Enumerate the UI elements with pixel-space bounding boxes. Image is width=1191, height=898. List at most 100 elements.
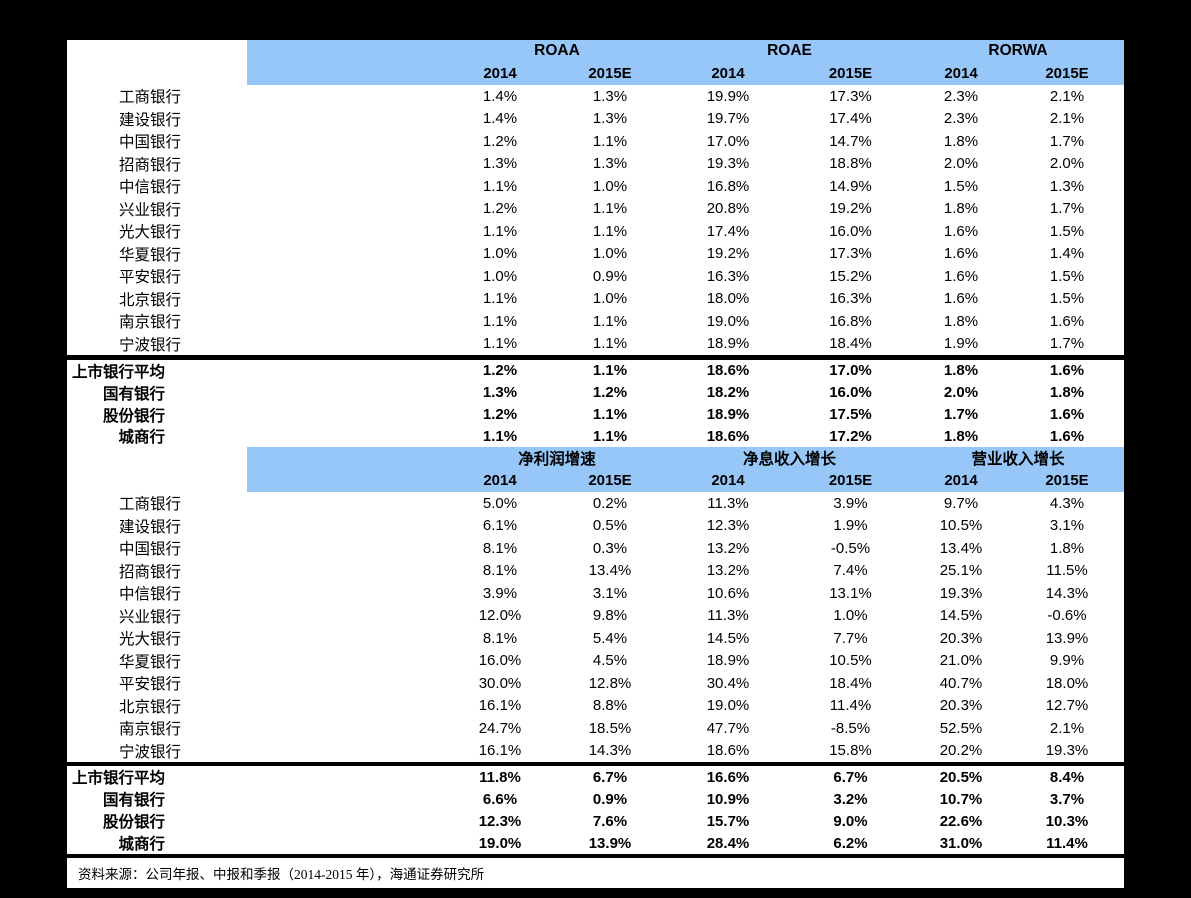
table-row: 平安银行 1.0% 0.9% 16.3% 15.2% 1.6% 1.5%: [67, 265, 1124, 288]
value-cell: 1.3%: [482, 155, 518, 173]
value-cell: 12.8%: [588, 674, 632, 692]
value-cell: 1.1%: [592, 405, 628, 423]
value-cell: 10.5%: [829, 652, 872, 670]
value-cell: 1.0%: [592, 245, 628, 263]
value-cell: 19.7%: [706, 110, 750, 128]
value-cell: 1.4%: [1049, 245, 1085, 263]
spacer-cell: [247, 672, 447, 695]
value-cell: 31.0%: [939, 834, 983, 852]
bank-rows-profitability: 工商银行 1.4% 1.3% 19.9% 17.3% 2.3% 2.1% 建设银行 1.4% 1.…: [67, 85, 1124, 355]
value-cell: 16.0%: [478, 652, 522, 670]
value-cell: 12.3%: [706, 517, 750, 535]
value-cell: 1.6%: [943, 245, 979, 263]
spacer-cell: [247, 788, 447, 810]
bank-name: 平安银行: [118, 269, 181, 287]
value-cell: 19.2%: [706, 245, 750, 263]
value-cell: 1.1%: [482, 427, 518, 445]
value-cell: 9.0%: [833, 812, 868, 830]
value-cell: 1.1%: [592, 132, 628, 150]
group-label: 国有银行: [102, 385, 165, 403]
bank-name: 兴业银行: [118, 201, 181, 219]
spacer-cell: [247, 695, 447, 718]
value-cell: 1.9%: [943, 335, 979, 353]
group-header-roae: ROAE: [667, 40, 912, 63]
table-row: 中国银行 1.2% 1.1% 17.0% 14.7% 1.8% 1.7%: [67, 130, 1124, 153]
spacer-cell: [247, 108, 447, 131]
value-cell: 1.1%: [482, 290, 518, 308]
table-row: 招商银行 8.1% 13.4% 13.2% 7.4% 25.1% 11.5%: [67, 560, 1124, 583]
value-cell: 3.9%: [482, 584, 518, 602]
value-cell: 17.5%: [829, 405, 872, 423]
value-cell: 1.1%: [592, 362, 628, 380]
value-cell: 10.9%: [706, 790, 750, 808]
value-cell: 1.7%: [943, 405, 979, 423]
label-column-spacer: [67, 63, 247, 86]
spacer-cell: [247, 560, 447, 583]
table-row: 南京银行 1.1% 1.1% 19.0% 16.8% 1.8% 1.6%: [67, 310, 1124, 333]
value-cell: 1.3%: [592, 87, 628, 105]
table-row: 华夏银行 1.0% 1.0% 19.2% 17.3% 1.6% 1.4%: [67, 243, 1124, 266]
spacer-cell: [247, 582, 447, 605]
value-cell: 5.4%: [592, 629, 628, 647]
label-column-spacer: [67, 470, 247, 493]
spacer-cell: [247, 404, 447, 426]
bank-rows-growth: 工商银行 5.0% 0.2% 11.3% 3.9% 9.7% 4.3% 建设银行 6.1% 0.5…: [67, 492, 1124, 762]
value-cell: 19.3%: [706, 155, 750, 173]
profitability-table: ROAA ROAE RORWA 2014 2015E 2014 2015E 20…: [67, 40, 1124, 447]
value-cell: 1.0%: [592, 290, 628, 308]
value-cell: 1.4%: [482, 110, 518, 128]
bank-name: 华夏银行: [118, 653, 181, 671]
value-cell: 14.7%: [829, 132, 872, 150]
value-cell: 18.0%: [706, 290, 750, 308]
bank-name: 中信银行: [118, 179, 181, 197]
table-row: 工商银行 5.0% 0.2% 11.3% 3.9% 9.7% 4.3%: [67, 492, 1124, 515]
value-cell: 18.8%: [829, 155, 872, 173]
value-cell: 13.2%: [706, 539, 750, 557]
bank-name: 光大银行: [118, 224, 181, 242]
value-cell: 30.4%: [706, 674, 750, 692]
value-cell: 1.3%: [482, 384, 518, 402]
group-label: 上市银行平均: [71, 770, 165, 788]
value-cell: 18.2%: [706, 384, 750, 402]
value-cell: 9.7%: [943, 494, 979, 512]
table-row: 兴业银行 1.2% 1.1% 20.8% 19.2% 1.8% 1.7%: [67, 198, 1124, 221]
value-cell: 11.5%: [1046, 562, 1088, 580]
value-cell: 2.3%: [943, 87, 979, 105]
value-cell: 19.0%: [706, 697, 750, 715]
bank-name: 兴业银行: [118, 608, 181, 626]
value-cell: 2.0%: [1049, 155, 1085, 173]
bank-name: 招商银行: [118, 156, 181, 174]
value-cell: 18.5%: [588, 719, 632, 737]
value-cell: 1.1%: [592, 335, 628, 353]
summary-rows-profitability: 上市银行平均 1.2% 1.1% 18.6% 17.0% 1.8% 1.6% 国有银行 1.3%…: [67, 355, 1124, 447]
value-cell: 1.8%: [1049, 539, 1085, 557]
table-row: 工商银行 1.4% 1.3% 19.9% 17.3% 2.3% 2.1%: [67, 85, 1124, 108]
value-cell: 1.8%: [943, 362, 979, 380]
value-cell: 2.1%: [1049, 110, 1085, 128]
value-cell: 12.3%: [478, 812, 522, 830]
bank-name: 建设银行: [118, 111, 181, 129]
value-cell: 1.8%: [943, 200, 979, 218]
value-cell: 13.9%: [1045, 629, 1089, 647]
value-cell: 1.6%: [943, 290, 979, 308]
bank-name: 中信银行: [118, 586, 181, 604]
value-cell: -0.5%: [830, 539, 871, 557]
table-row: 北京银行 1.1% 1.0% 18.0% 16.3% 1.6% 1.5%: [67, 288, 1124, 311]
value-cell: 1.0%: [482, 267, 518, 285]
value-cell: 13.9%: [588, 834, 632, 852]
summary-row: 上市银行平均 1.2% 1.1% 18.6% 17.0% 1.8% 1.6%: [67, 360, 1124, 382]
value-cell: 13.4%: [939, 539, 983, 557]
value-cell: 11.3%: [707, 607, 749, 625]
value-cell: 1.1%: [482, 335, 518, 353]
header-spacer: [247, 447, 447, 470]
bank-name: 中国银行: [118, 541, 181, 559]
header-spacer: [247, 62, 447, 85]
spacer-cell: [247, 627, 447, 650]
value-cell: 17.4%: [829, 110, 872, 128]
value-cell: 1.9%: [833, 517, 868, 535]
bank-name: 招商银行: [118, 563, 181, 581]
bank-name: 光大银行: [118, 631, 181, 649]
value-cell: 13.1%: [829, 584, 872, 602]
year-header-cell: 2014: [912, 469, 1010, 493]
spacer-cell: [247, 766, 447, 788]
